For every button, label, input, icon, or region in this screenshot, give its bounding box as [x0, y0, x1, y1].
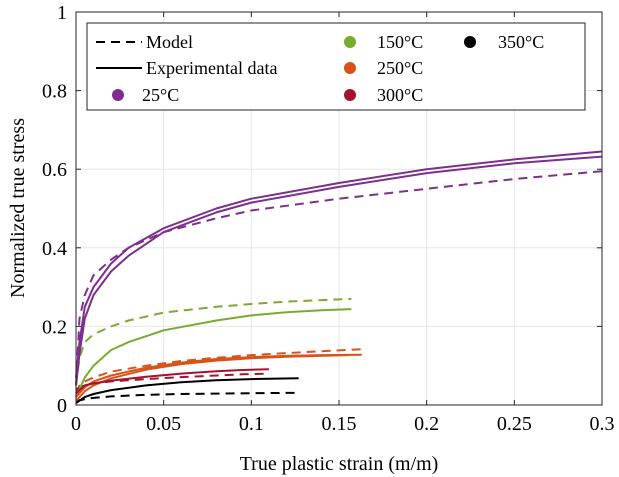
x-tick-label: 0.05 [146, 413, 181, 435]
series-line-experimental [75, 368, 269, 394]
series-line-model [75, 297, 352, 386]
series-line-experimental [75, 354, 348, 402]
legend-marker [344, 62, 356, 74]
legend-label: 25°C [142, 85, 179, 105]
y-tick-label: 0 [57, 395, 67, 417]
legend-box [86, 22, 586, 111]
x-tick-label: 0 [71, 413, 81, 435]
legend-label: 150°C [377, 32, 423, 52]
legend-marker [344, 36, 356, 48]
data-curves [75, 150, 603, 404]
legend-label: Model [146, 32, 193, 52]
legend-label: 300°C [377, 85, 423, 105]
x-axis-label: True plastic strain (m/m) [240, 453, 439, 475]
legend-label: Experimental data [146, 58, 277, 78]
series-line-experimental [75, 308, 352, 398]
y-tick-label: 0.4 [42, 238, 67, 260]
series-line-experimental [75, 155, 603, 386]
y-tick-label: 0.2 [42, 316, 67, 338]
legend-label: 250°C [377, 58, 423, 78]
legend-label: 350°C [498, 32, 544, 52]
series-line-model [75, 348, 362, 394]
x-tick-label: 0.25 [497, 413, 532, 435]
y-tick-label: 0.8 [42, 81, 67, 103]
x-tick-label: 0.1 [239, 413, 264, 435]
x-tick-label: 0.2 [414, 413, 439, 435]
y-tick-label: 0.6 [42, 159, 67, 181]
x-tick-label: 0.15 [322, 413, 357, 435]
x-tick-label: 0.3 [590, 413, 615, 435]
series-line-experimental [75, 377, 299, 404]
y-tick-label: 1 [57, 2, 67, 24]
legend-marker [112, 89, 124, 101]
axis-ticks: 0 0.05 0.1 0.15 0.2 0.25 0.3 0 0.2 0.4 0.6 0.8 1 [42, 2, 615, 435]
y-axis-label: Normalized true stress [7, 118, 29, 298]
legend: Model Experimental data 25°C 150°C 250°C 300°… [86, 22, 586, 111]
legend-marker [464, 36, 476, 48]
series-line-experimental [75, 150, 603, 378]
legend-marker [344, 89, 356, 101]
